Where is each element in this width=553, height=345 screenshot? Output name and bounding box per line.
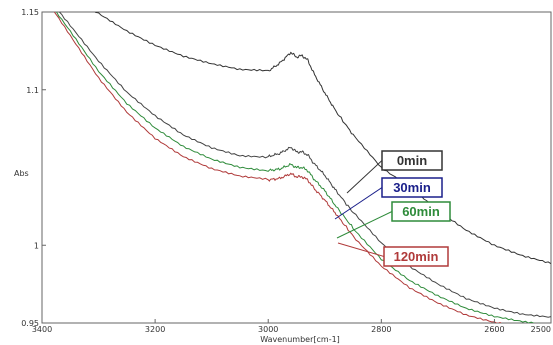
x-tick-label: 3400 — [32, 325, 52, 334]
x-tick-label: 3200 — [145, 325, 165, 334]
series-line-120min — [53, 12, 502, 323]
y-axis-label: Abs — [14, 169, 29, 178]
legend-item-120min: 120min — [337, 242, 449, 267]
x-tick-label: 2600 — [484, 325, 504, 334]
legend-leader-line — [336, 211, 393, 239]
legend-leader-line — [346, 160, 383, 194]
y-axis: 0.95 1 1.1 1.15 — [21, 8, 46, 328]
legend-label: 60min — [402, 204, 440, 219]
x-axis: 3400 3200 3000 2800 2600 2500 — [32, 319, 552, 334]
series-line-30min — [58, 12, 551, 318]
legend-label: 0min — [397, 153, 427, 168]
y-tick-label: 1.1 — [26, 86, 39, 95]
legend: 0min 30min 60min 120min — [334, 150, 451, 267]
x-tick-label: 3000 — [258, 325, 278, 334]
legend-box — [381, 177, 443, 198]
series-line-60min — [55, 12, 541, 323]
x-tick-label: 2500 — [531, 325, 551, 334]
legend-item-0min: 0min — [346, 150, 443, 194]
legend-item-30min: 30min — [334, 177, 443, 220]
y-tick-label: 1 — [34, 241, 39, 250]
legend-label: 120min — [394, 249, 439, 264]
x-tick-label: 2800 — [371, 325, 391, 334]
x-axis-label: Wavenumber[cm-1] — [260, 335, 340, 344]
legend-label: 30min — [393, 180, 431, 195]
legend-leader-line — [337, 242, 385, 257]
legend-item-60min: 60min — [336, 201, 451, 239]
y-tick-label: 1.15 — [21, 8, 39, 17]
y-tick-label: 0.95 — [21, 319, 39, 328]
legend-box — [383, 246, 449, 267]
legend-box — [391, 201, 451, 222]
legend-box — [381, 150, 443, 171]
legend-leader-line — [334, 187, 383, 220]
